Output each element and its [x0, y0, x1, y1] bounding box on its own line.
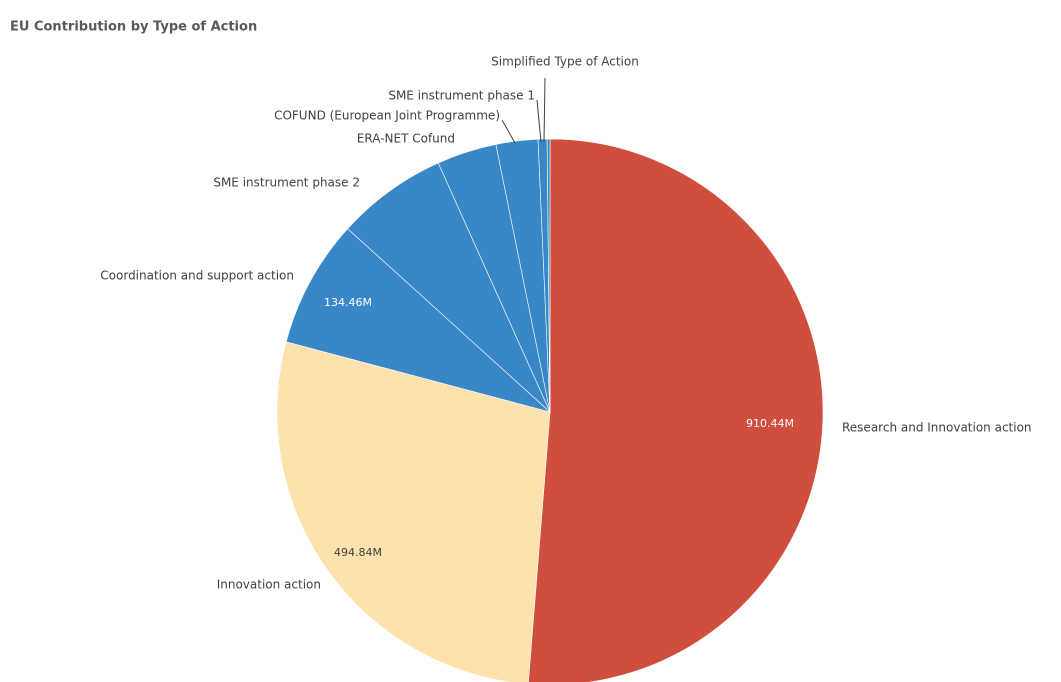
- leader-line: [501, 119, 516, 144]
- slice-label: Research and Innovation action: [842, 421, 1032, 435]
- value-label: 910.44M: [746, 417, 794, 430]
- slice-label: Innovation action: [217, 578, 321, 592]
- slice-label: SME instrument phase 1: [388, 89, 535, 103]
- pie-slice: [276, 341, 551, 682]
- pie-slice: [546, 138, 551, 413]
- slice-label: SME instrument phase 2: [213, 176, 360, 190]
- value-label: 134.46M: [324, 296, 372, 309]
- leader-line: [536, 99, 542, 143]
- pie-slice: [347, 162, 551, 413]
- slice-label: Simplified Type of Action: [491, 55, 639, 69]
- slice-label: COFUND (European Joint Programme): [274, 109, 500, 123]
- slice-label: Coordination and support action: [100, 269, 294, 283]
- chart-title: EU Contribution by Type of Action: [10, 20, 257, 35]
- slice-label: ERA-NET Cofund: [357, 132, 455, 146]
- pie-slice: [285, 228, 551, 413]
- leader-line: [543, 77, 546, 143]
- pie-slice: [528, 138, 824, 682]
- value-label: 494.84M: [334, 546, 382, 559]
